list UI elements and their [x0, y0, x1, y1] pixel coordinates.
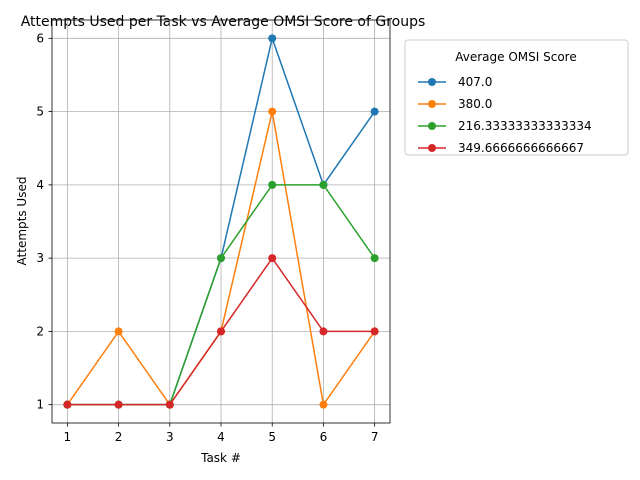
- x-tick-label: 5: [268, 430, 276, 444]
- data-point: [63, 400, 72, 409]
- data-point: [217, 327, 225, 336]
- legend-marker: [428, 122, 436, 130]
- data-point: [319, 180, 328, 189]
- y-tick-label: 6: [36, 31, 44, 45]
- data-point: [370, 107, 379, 116]
- data-point: [165, 400, 174, 409]
- legend-items: 407.0 380.0 216.33333333333334 349.66666666…: [418, 75, 592, 155]
- data-point: [370, 254, 379, 263]
- legend-entry: 349.6666666666667: [418, 141, 584, 155]
- data-point: [268, 34, 277, 43]
- data-point: [217, 254, 225, 263]
- legend-entry: 380.0: [418, 97, 492, 111]
- legend-entry: 407.0: [418, 75, 492, 89]
- legend-label: 349.6666666666667: [458, 141, 584, 155]
- legend-label: 407.0: [458, 75, 492, 89]
- y-tick-label: 1: [36, 398, 44, 412]
- x-tick-label: 7: [371, 430, 379, 444]
- grid-lines: [52, 20, 390, 423]
- x-axis-label: Task #: [200, 451, 241, 465]
- x-tick-label: 1: [64, 430, 72, 444]
- x-tick-label: 3: [166, 430, 174, 444]
- legend: Average OMSI Score 407.0 380.0 216.3333333…: [404, 39, 629, 156]
- series-4: [63, 254, 379, 409]
- data-point: [268, 180, 277, 189]
- x-tick-label: 6: [320, 430, 328, 444]
- y-axis: 1 2 3 4 5 6: [36, 31, 52, 412]
- data-point: [114, 327, 123, 336]
- data-point: [319, 400, 328, 409]
- y-axis-label: Attempts Used: [15, 177, 29, 266]
- y-tick-label: 3: [36, 251, 44, 265]
- chart-title: Attempts Used per Task vs Average OMSI S…: [21, 14, 426, 30]
- data-point: [268, 254, 277, 263]
- x-tick-label: 2: [115, 430, 123, 444]
- legend-marker: [428, 144, 436, 152]
- data-point: [319, 327, 328, 336]
- y-tick-label: 4: [36, 178, 44, 192]
- data-point: [370, 327, 379, 336]
- x-tick-label: 4: [217, 430, 225, 444]
- x-axis: 1 2 3 4 5 6 7: [64, 423, 379, 444]
- y-tick-label: 2: [36, 324, 44, 338]
- legend-entry: 216.33333333333334: [418, 119, 592, 133]
- legend-title: Average OMSI Score: [455, 50, 576, 64]
- legend-label: 216.33333333333334: [458, 119, 592, 133]
- y-tick-label: 5: [36, 105, 44, 119]
- data-point: [114, 400, 123, 409]
- legend-marker: [428, 78, 436, 86]
- data-point: [268, 107, 277, 116]
- legend-label: 380.0: [458, 97, 492, 111]
- legend-marker: [428, 100, 436, 108]
- series-layer: [63, 34, 379, 409]
- legend-frame: [404, 39, 629, 156]
